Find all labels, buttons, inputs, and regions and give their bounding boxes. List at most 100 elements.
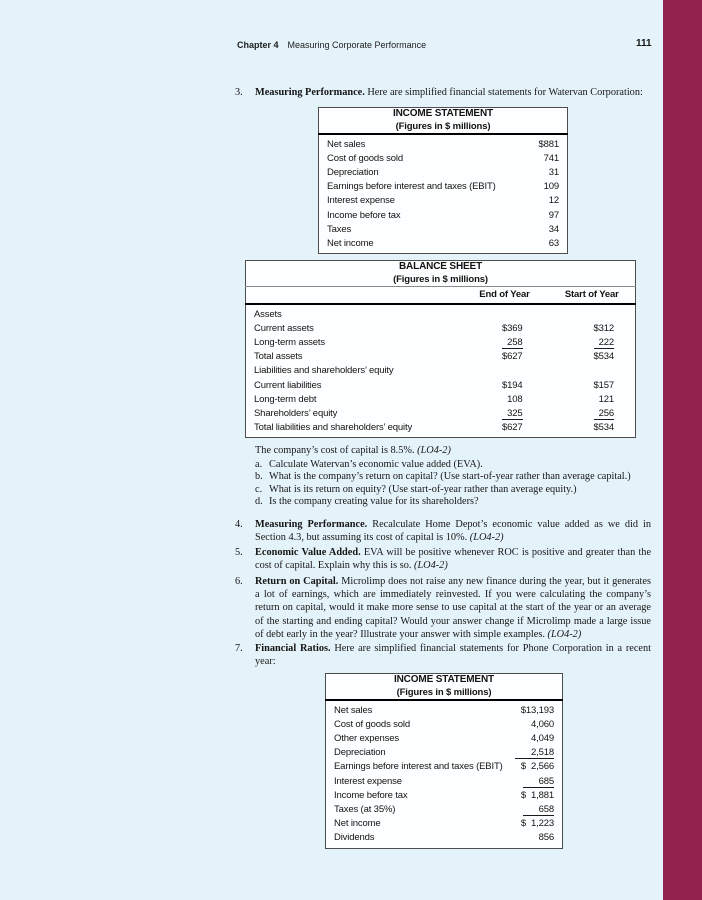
problem-body: Here are simplified financial statements… xyxy=(367,87,643,98)
table-row: Income before tax 97 xyxy=(319,209,568,223)
row-label: Net income xyxy=(334,818,381,830)
row-value: 34 xyxy=(548,223,559,235)
learning-objective: (LO4-2) xyxy=(469,532,504,544)
chapter-title: Measuring Corporate Performance xyxy=(287,40,427,50)
problem-text: Measuring Performance. Here are simplifi… xyxy=(255,86,651,99)
row-label: Current assets xyxy=(254,322,314,334)
learning-objective: (LO4-2) xyxy=(547,628,582,640)
table-row: Depreciation 31 xyxy=(319,166,568,180)
learning-objective: (LO4-2) xyxy=(414,560,448,572)
problem-7: 7. Financial Ratios. Here are simplified… xyxy=(235,642,651,668)
row-value: 4,060 xyxy=(530,718,554,730)
table-row: Long-term debt 108 121 xyxy=(246,393,636,407)
row-value: $534 xyxy=(593,351,615,363)
row-value: $ 2,566 xyxy=(520,761,554,773)
table-row: Current assets $369 $312 xyxy=(246,322,636,336)
balance-sheet-watervan: BALANCE SHEET (Figures in $ millions) En… xyxy=(245,260,637,439)
row-value: $ 1,223 xyxy=(520,818,554,830)
table-row: Interest expense 685 xyxy=(326,775,563,789)
row-label: Assets xyxy=(254,308,282,320)
learning-objective: (LO4-2) xyxy=(417,445,451,456)
problem-lead: Measuring Performance. xyxy=(255,87,365,98)
table-row: Cost of goods sold 741 xyxy=(319,152,568,166)
table-row: Total liabilities and shareholders’ equi… xyxy=(246,421,636,438)
row-label: Taxes (at 35%) xyxy=(334,803,396,815)
table-row: Income before tax $ 1,881 xyxy=(326,789,563,803)
row-value: 31 xyxy=(548,166,559,178)
table-subtitle: (Figures in $ millions) xyxy=(396,686,492,698)
row-label: Long-term debt xyxy=(254,393,317,405)
problem-4: 4. Measuring Performance. Recalculate Ho… xyxy=(235,518,651,544)
row-value: 97 xyxy=(548,209,559,221)
subpart-text: Is the company creating value for its sh… xyxy=(269,496,479,508)
table-row: Net sales $13,193 xyxy=(326,700,563,718)
problem-text: Financial Ratios. Here are simplified fi… xyxy=(255,642,651,668)
row-value: 741 xyxy=(543,152,560,164)
problem-body: Here are simplified financial statements… xyxy=(255,643,651,668)
problem-lead: Economic Value Added. xyxy=(255,547,361,558)
row-label: Depreciation xyxy=(327,166,379,178)
table-subtitle: (Figures in $ millions) xyxy=(395,120,491,132)
table-row: Total assets $627 $534 xyxy=(246,350,636,364)
row-value: 685 xyxy=(504,775,562,789)
page-number: 111 xyxy=(636,38,652,49)
row-value xyxy=(461,304,549,322)
subpart-letter: b. xyxy=(255,471,263,483)
table-row: Dividends 856 xyxy=(326,831,563,848)
row-label: Income before tax xyxy=(334,789,408,801)
subpart-text: What is the company’s return on capital?… xyxy=(269,471,631,483)
row-label: Income before tax xyxy=(327,209,401,221)
row-value: 109 xyxy=(543,181,560,193)
problem-5: 5. Economic Value Added. EVA will be pos… xyxy=(235,546,651,572)
income-statement-watervan: INCOME STATEMENT (Figures in $ millions)… xyxy=(318,107,568,255)
subpart-letter: d. xyxy=(255,496,263,508)
row-value: $157 xyxy=(593,379,615,391)
subpart-item: c. What is its return on equity? (Use sta… xyxy=(255,484,655,496)
table-row: Current liabilities $194 $157 xyxy=(246,379,636,393)
subpart-text: Calculate Watervan’s economic value adde… xyxy=(269,459,483,470)
table-row: Assets xyxy=(246,304,636,322)
problem-number: 5. xyxy=(235,547,243,558)
problem-lead: Measuring Performance. xyxy=(255,519,368,530)
row-value: 4,049 xyxy=(530,732,554,744)
page-edge-stripe xyxy=(663,0,702,900)
row-value: 12 xyxy=(548,195,559,207)
row-value: $627 xyxy=(501,422,523,434)
problem-number: 6. xyxy=(235,576,243,587)
row-label: Net sales xyxy=(327,138,366,150)
chapter-label: Chapter 4 xyxy=(237,40,279,50)
row-label: Liabilities and shareholders’ equity xyxy=(254,365,394,377)
table-row: Long-term assets 258 222 xyxy=(246,336,636,350)
row-value: 108 xyxy=(507,393,523,405)
row-label: Net income xyxy=(327,237,374,249)
table-row: Taxes 34 xyxy=(319,223,568,237)
running-head: Chapter 4 Measuring Corporate Performance xyxy=(237,40,426,50)
row-value: 222 xyxy=(549,336,636,350)
row-label: Interest expense xyxy=(334,775,402,787)
row-label: Interest expense xyxy=(327,195,395,207)
table-row: Taxes (at 35%) 658 xyxy=(326,803,563,817)
problem-text: Return on Capital. Microlimp does not ra… xyxy=(255,575,651,641)
row-value: $ 1,881 xyxy=(520,789,554,801)
problem-number: 7. xyxy=(235,643,243,654)
row-label: Dividends xyxy=(334,832,375,844)
table-subtitle: (Figures in $ millions) xyxy=(393,273,488,285)
row-value: 258 xyxy=(461,336,549,350)
subpart-item: b. What is the company’s return on capita… xyxy=(255,471,655,483)
row-label: Total liabilities and shareholders’ equi… xyxy=(254,422,413,434)
row-value: $194 xyxy=(501,379,523,391)
subpart-letter: a. xyxy=(255,459,263,470)
problem-text: Economic Value Added. EVA will be positi… xyxy=(255,546,651,572)
row-value xyxy=(461,364,549,378)
table-title: INCOME STATEMENT xyxy=(393,674,494,685)
problem-6: 6. Return on Capital. Microlimp does not… xyxy=(235,575,651,641)
problem-number: 3. xyxy=(235,87,243,98)
row-label: Current liabilities xyxy=(254,379,322,391)
problem-3-subparts: a. Calculate Watervan’s economic value ad… xyxy=(255,459,655,509)
row-value: 856 xyxy=(538,832,555,844)
row-value xyxy=(549,304,636,322)
row-value: 256 xyxy=(549,407,636,421)
subpart-letter: c. xyxy=(255,483,263,495)
row-value: $881 xyxy=(538,138,559,150)
